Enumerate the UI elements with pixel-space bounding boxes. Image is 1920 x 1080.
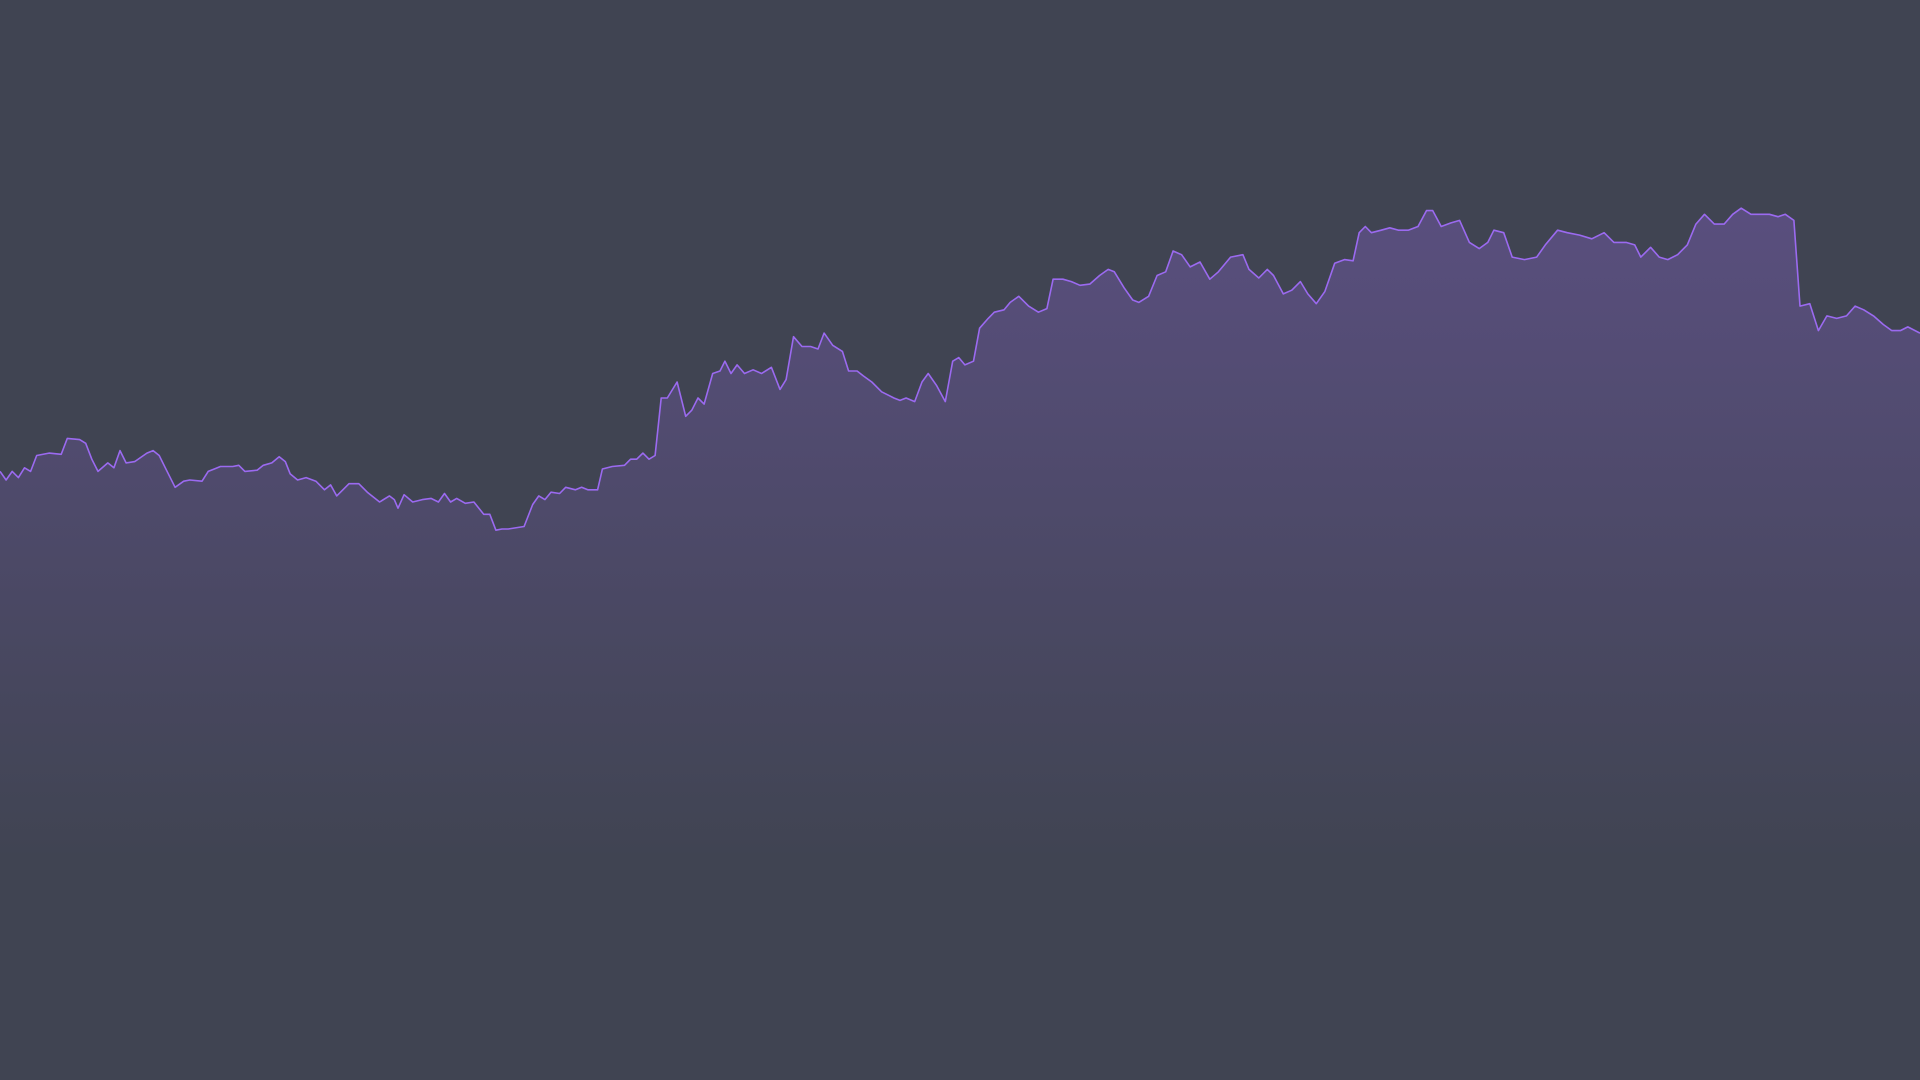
area-line (0, 207, 1920, 531)
area-fill (0, 208, 1920, 1080)
